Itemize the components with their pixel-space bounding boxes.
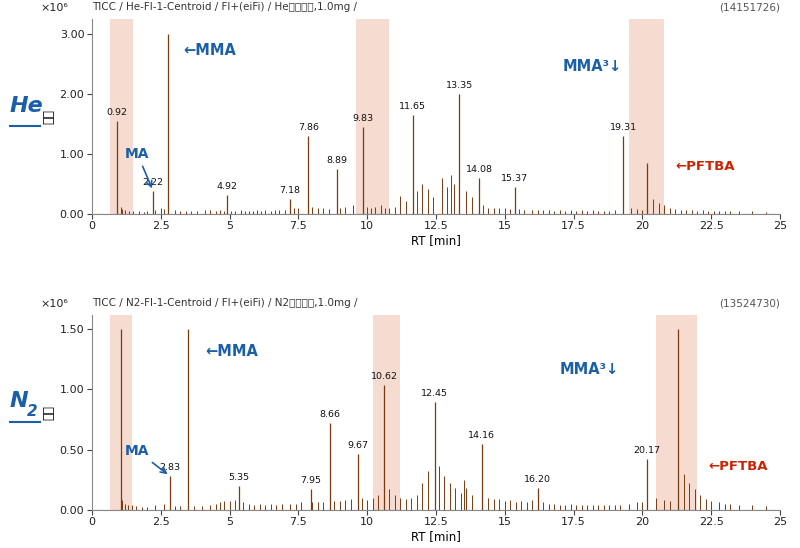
- Text: ←PFTBA: ←PFTBA: [709, 460, 768, 473]
- Text: 2: 2: [27, 404, 38, 419]
- Text: 12.45: 12.45: [421, 389, 448, 397]
- Bar: [356, 19, 390, 214]
- Text: N: N: [10, 391, 28, 412]
- Bar: [110, 315, 132, 510]
- Text: 9.67: 9.67: [348, 441, 369, 450]
- Text: 4.92: 4.92: [217, 181, 238, 191]
- Bar: [373, 315, 400, 510]
- Text: 13.35: 13.35: [446, 81, 473, 90]
- Text: He: He: [10, 95, 43, 116]
- Text: MA: MA: [125, 147, 152, 187]
- Text: 7.95: 7.95: [300, 476, 322, 485]
- Text: ←MMA: ←MMA: [205, 344, 258, 358]
- Text: ×10⁶: ×10⁶: [40, 299, 68, 309]
- Text: 2.83: 2.83: [159, 463, 181, 472]
- Text: 7.86: 7.86: [298, 123, 319, 132]
- Text: TICC / N2-FI-1-Centroid / FI+(eiFi) / N2キャリア,1.0mg /: TICC / N2-FI-1-Centroid / FI+(eiFi) / N2…: [92, 298, 358, 308]
- Text: 9.83: 9.83: [352, 114, 373, 123]
- Text: 20.17: 20.17: [634, 446, 661, 455]
- Text: 0.92: 0.92: [107, 108, 128, 117]
- Text: 14.16: 14.16: [468, 431, 495, 439]
- Text: (13524730): (13524730): [719, 298, 780, 308]
- Text: 7.18: 7.18: [279, 186, 300, 195]
- Text: (14151726): (14151726): [719, 2, 780, 13]
- Text: 10.62: 10.62: [370, 372, 398, 381]
- X-axis label: RT [min]: RT [min]: [411, 234, 461, 247]
- Text: 14.08: 14.08: [466, 165, 493, 174]
- Text: 11.65: 11.65: [399, 102, 426, 111]
- Text: MMA³↓: MMA³↓: [562, 59, 622, 74]
- Text: 2.22: 2.22: [142, 178, 163, 187]
- Text: ×10⁶: ×10⁶: [40, 3, 68, 13]
- Text: 5.35: 5.35: [229, 472, 250, 482]
- Text: TICC / He-FI-1-Centroid / FI+(eiFi) / Heキャリア,1.0mg /: TICC / He-FI-1-Centroid / FI+(eiFi) / He…: [92, 2, 357, 13]
- Bar: [629, 19, 665, 214]
- Text: ←MMA: ←MMA: [183, 43, 236, 58]
- Text: 8.89: 8.89: [326, 156, 347, 165]
- Text: 8.66: 8.66: [320, 410, 341, 419]
- Y-axis label: 強度: 強度: [42, 405, 55, 420]
- Text: MMA³↓: MMA³↓: [560, 362, 619, 376]
- Text: ←PFTBA: ←PFTBA: [675, 161, 735, 174]
- Text: 19.31: 19.31: [610, 123, 637, 132]
- Text: 15.37: 15.37: [502, 174, 529, 183]
- Bar: [656, 315, 698, 510]
- Text: 16.20: 16.20: [524, 475, 551, 484]
- Bar: [110, 19, 134, 214]
- X-axis label: RT [min]: RT [min]: [411, 530, 461, 543]
- Y-axis label: 強度: 強度: [42, 109, 55, 124]
- Text: MA: MA: [125, 444, 166, 473]
